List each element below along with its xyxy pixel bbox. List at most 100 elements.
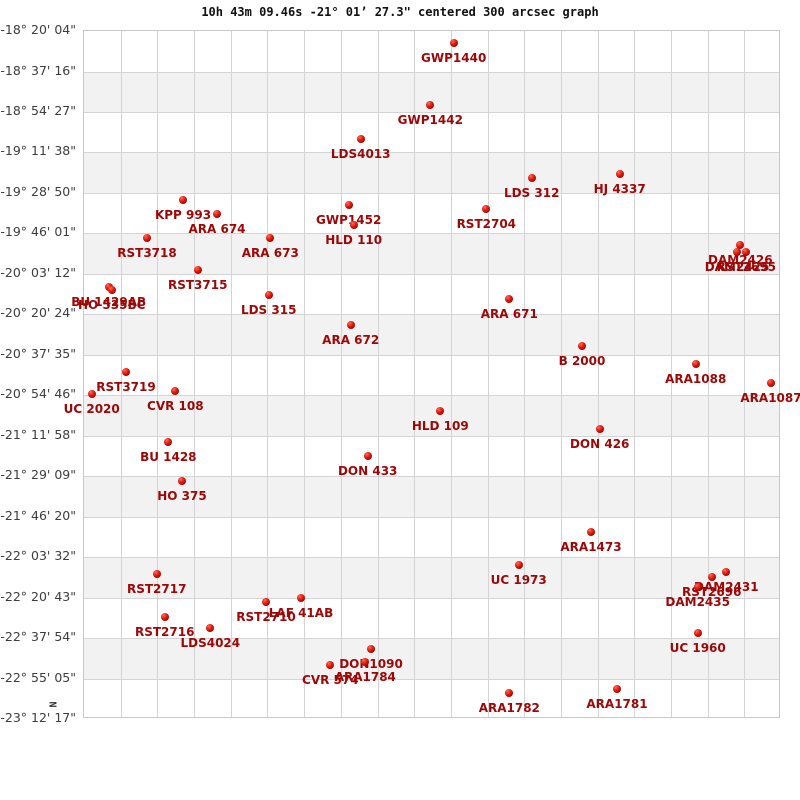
- star-label: HJ 4337: [593, 182, 646, 196]
- gridline-vertical: [487, 31, 489, 717]
- star-point: [691, 359, 700, 368]
- gridline-vertical: [157, 31, 159, 717]
- gridline-horizontal: [84, 638, 779, 640]
- gridline-horizontal: [84, 435, 779, 437]
- plot-band: [84, 233, 779, 274]
- star-point: [213, 209, 221, 218]
- star-point: [179, 196, 187, 204]
- star-point: [178, 477, 186, 486]
- y-axis-tick-label: -23° 12' 17": [0, 710, 76, 725]
- star-label: RST2716: [134, 624, 195, 639]
- plot-band: [84, 152, 779, 193]
- star-label: ARA 673: [241, 246, 299, 261]
- star-label: HLD 110: [325, 233, 383, 248]
- star-label: RST3718: [117, 246, 177, 261]
- star-point: [122, 368, 130, 376]
- star-point: [344, 201, 353, 210]
- star-label: RST2710: [236, 610, 296, 625]
- star-label: DON1090: [339, 657, 403, 672]
- y-axis-tick-label: -22° 37' 54": [0, 629, 76, 645]
- star-point: [349, 221, 358, 230]
- star-point: [262, 598, 270, 607]
- gridline-vertical: [744, 31, 746, 717]
- gridline-vertical: [230, 31, 232, 717]
- star-point: [356, 135, 365, 143]
- plot-area: GWP1440 GWP1442 LDS4013 HJ 4337 LDS 312 KPP 9…: [64, 30, 800, 718]
- y-axis-tick-label: -21° 11' 58": [0, 426, 76, 442]
- star-point: [733, 247, 741, 256]
- y-axis-tick-label: -22° 55' 05": [0, 669, 76, 685]
- star-label: UC 2020: [63, 402, 120, 417]
- gridline-horizontal: [84, 152, 779, 154]
- star-label: LDS4024: [180, 636, 241, 651]
- gridline-vertical: [194, 31, 196, 717]
- star-point: [742, 248, 751, 257]
- plot-band: [84, 395, 779, 436]
- star-label: CVR 108: [147, 399, 204, 413]
- y-axis-tick-label: -18° 54' 27": [0, 102, 76, 118]
- gridline-horizontal: [84, 354, 779, 356]
- plot-band: [84, 314, 779, 355]
- gridline-horizontal: [84, 71, 779, 73]
- star-point: [707, 573, 716, 582]
- star-point: [595, 424, 604, 433]
- star-label: CVR 574: [302, 673, 359, 688]
- gridline-vertical: [340, 31, 342, 717]
- star-label: UC 1960: [669, 641, 726, 656]
- gridline-vertical: [597, 31, 599, 717]
- y-axis-tick-label: -18° 37' 16": [0, 62, 76, 78]
- star-point: [578, 342, 586, 350]
- star-label: ARA1782: [478, 701, 540, 716]
- gridline-vertical: [707, 31, 709, 717]
- y-axis-tick-label: -19° 46' 01": [0, 224, 76, 240]
- star-point: [587, 527, 595, 536]
- north-indicator: N: [46, 701, 58, 708]
- plot-band: [84, 638, 779, 679]
- star-label: DAM2426: [708, 253, 773, 267]
- y-axis-tick-label: -21° 29' 09": [0, 467, 76, 483]
- star-label: ARA 671: [480, 307, 538, 322]
- star-point: [505, 295, 514, 304]
- star-point: [143, 234, 151, 243]
- y-axis-tick-label: -19° 28' 50": [0, 183, 76, 199]
- y-axis-tick-label: -20° 54' 46": [0, 386, 76, 402]
- star-point: [693, 629, 702, 638]
- gridline-vertical: [414, 31, 416, 717]
- star-point: [152, 570, 161, 579]
- star-label: ARA1473: [560, 539, 622, 554]
- star-point: [426, 101, 435, 110]
- star-point: [361, 658, 370, 667]
- star-point: [767, 378, 775, 387]
- star-label: LAF 41AB: [268, 605, 334, 620]
- star-label: B 2000: [558, 354, 606, 368]
- star-label: ARA 674: [188, 221, 246, 236]
- star-label: HO 535BC: [77, 298, 146, 313]
- star-point: [160, 612, 169, 621]
- plot-band: [84, 476, 779, 517]
- star-label: LDS 312: [503, 186, 560, 201]
- star-label: BU 1428: [140, 450, 197, 465]
- y-axis-tick-label: -22° 20' 43": [0, 588, 76, 604]
- star-point: [436, 407, 445, 415]
- gridline-vertical: [377, 31, 379, 717]
- star-point: [107, 286, 116, 295]
- plot-band: [84, 557, 779, 598]
- star-label: ARA1087: [740, 390, 800, 405]
- star-label: ARA1784: [334, 670, 396, 685]
- gridline-vertical: [450, 31, 452, 717]
- star-label: LDS4013: [330, 147, 391, 161]
- star-point: [613, 684, 621, 693]
- star-label: RST2695: [716, 260, 777, 275]
- star-label: ARA1088: [665, 371, 727, 386]
- y-axis-tick-label: -20° 20' 24": [0, 305, 76, 321]
- gridline-horizontal: [84, 395, 779, 397]
- star-point: [505, 689, 514, 698]
- star-label: BU 1429AB: [71, 294, 147, 309]
- star-label: LDS 315: [240, 302, 297, 317]
- gridline-horizontal: [84, 233, 779, 235]
- star-label: DAM2435: [665, 595, 730, 610]
- gridline-horizontal: [84, 314, 779, 316]
- star-point: [722, 567, 731, 576]
- gridline-vertical: [304, 31, 306, 717]
